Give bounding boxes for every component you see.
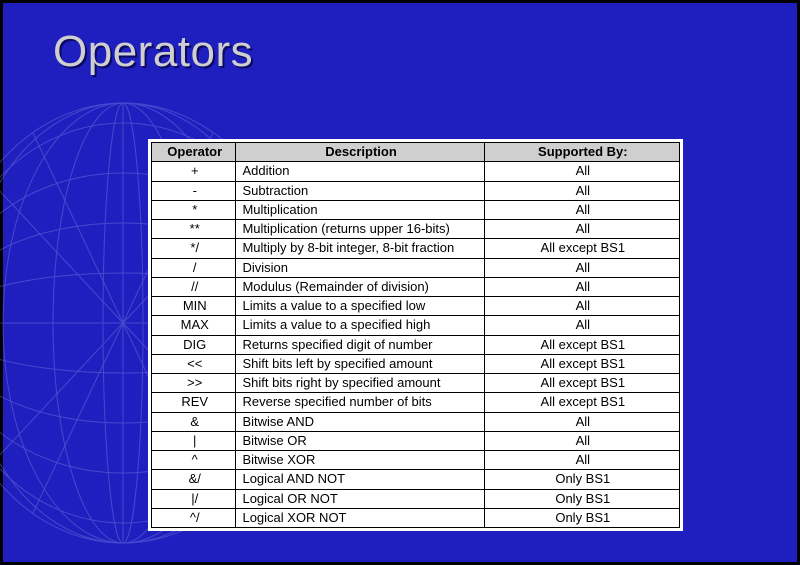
table-row: *MultiplicationAll: [152, 200, 680, 219]
cell-description: Multiply by 8-bit integer, 8-bit fractio…: [236, 239, 484, 258]
cell-description: Limits a value to a specified low: [236, 297, 484, 316]
cell-operator: ^/: [152, 508, 236, 527]
cell-operator: -: [152, 181, 236, 200]
cell-description: Shift bits right by specified amount: [236, 374, 484, 393]
cell-operator: **: [152, 220, 236, 239]
cell-operator: |: [152, 431, 236, 450]
table-row: >>Shift bits right by specified amountAl…: [152, 374, 680, 393]
cell-operator: MAX: [152, 316, 236, 335]
cell-supported: Only BS1: [484, 508, 679, 527]
cell-supported: All except BS1: [484, 239, 679, 258]
cell-operator: +: [152, 162, 236, 181]
cell-operator: REV: [152, 393, 236, 412]
cell-operator: >>: [152, 374, 236, 393]
cell-description: Subtraction: [236, 181, 484, 200]
cell-description: Returns specified digit of number: [236, 335, 484, 354]
cell-supported: All: [484, 220, 679, 239]
table-row: /DivisionAll: [152, 258, 680, 277]
cell-description: Shift bits left by specified amount: [236, 354, 484, 373]
table-row: MINLimits a value to a specified lowAll: [152, 297, 680, 316]
cell-supported: All: [484, 200, 679, 219]
cell-operator: &/: [152, 470, 236, 489]
table-row: DIGReturns specified digit of numberAll …: [152, 335, 680, 354]
slide: Operators Operators Operator Description…: [0, 0, 800, 565]
cell-description: Multiplication: [236, 200, 484, 219]
table-header-row: Operator Description Supported By:: [152, 143, 680, 162]
cell-operator: DIG: [152, 335, 236, 354]
table-row: <<Shift bits left by specified amountAll…: [152, 354, 680, 373]
cell-description: Modulus (Remainder of division): [236, 277, 484, 296]
table-row: //Modulus (Remainder of division)All: [152, 277, 680, 296]
table-row: ^Bitwise XORAll: [152, 451, 680, 470]
cell-description: Bitwise AND: [236, 412, 484, 431]
cell-description: Division: [236, 258, 484, 277]
table-row: &Bitwise ANDAll: [152, 412, 680, 431]
cell-operator: *: [152, 200, 236, 219]
table-row: |/Logical OR NOTOnly BS1: [152, 489, 680, 508]
cell-description: Logical XOR NOT: [236, 508, 484, 527]
cell-supported: All: [484, 162, 679, 181]
cell-operator: &: [152, 412, 236, 431]
table-row: */Multiply by 8-bit integer, 8-bit fract…: [152, 239, 680, 258]
col-header-description: Description: [236, 143, 484, 162]
cell-operator: MIN: [152, 297, 236, 316]
cell-description: Limits a value to a specified high: [236, 316, 484, 335]
operators-table: Operator Description Supported By: +Addi…: [151, 142, 680, 528]
cell-supported: Only BS1: [484, 489, 679, 508]
cell-description: Logical OR NOT: [236, 489, 484, 508]
table-row: +AdditionAll: [152, 162, 680, 181]
cell-supported: All except BS1: [484, 335, 679, 354]
cell-description: Addition: [236, 162, 484, 181]
col-header-supported: Supported By:: [484, 143, 679, 162]
cell-supported: All: [484, 297, 679, 316]
cell-supported: All: [484, 277, 679, 296]
table-row: REVReverse specified number of bitsAll e…: [152, 393, 680, 412]
cell-operator: /: [152, 258, 236, 277]
cell-description: Logical AND NOT: [236, 470, 484, 489]
table-body: +AdditionAll-SubtractionAll*Multiplicati…: [152, 162, 680, 528]
cell-supported: All except BS1: [484, 393, 679, 412]
operators-table-container: Operator Description Supported By: +Addi…: [148, 139, 683, 531]
cell-supported: All: [484, 451, 679, 470]
table-row: |Bitwise ORAll: [152, 431, 680, 450]
cell-supported: All: [484, 181, 679, 200]
cell-supported: All: [484, 258, 679, 277]
table-row: -SubtractionAll: [152, 181, 680, 200]
table-row: MAXLimits a value to a specified highAll: [152, 316, 680, 335]
cell-description: Bitwise XOR: [236, 451, 484, 470]
cell-supported: All: [484, 431, 679, 450]
cell-description: Reverse specified number of bits: [236, 393, 484, 412]
cell-operator: */: [152, 239, 236, 258]
cell-supported: All: [484, 316, 679, 335]
cell-description: Multiplication (returns upper 16-bits): [236, 220, 484, 239]
table-row: &/Logical AND NOTOnly BS1: [152, 470, 680, 489]
col-header-operator: Operator: [152, 143, 236, 162]
table-row: ^/Logical XOR NOTOnly BS1: [152, 508, 680, 527]
cell-supported: All: [484, 412, 679, 431]
cell-supported: Only BS1: [484, 470, 679, 489]
slide-title-text: Operators: [53, 27, 253, 76]
cell-supported: All except BS1: [484, 374, 679, 393]
cell-operator: |/: [152, 489, 236, 508]
slide-title: Operators Operators: [53, 27, 253, 77]
cell-supported: All except BS1: [484, 354, 679, 373]
cell-operator: //: [152, 277, 236, 296]
cell-description: Bitwise OR: [236, 431, 484, 450]
cell-operator: ^: [152, 451, 236, 470]
table-row: **Multiplication (returns upper 16-bits)…: [152, 220, 680, 239]
cell-operator: <<: [152, 354, 236, 373]
